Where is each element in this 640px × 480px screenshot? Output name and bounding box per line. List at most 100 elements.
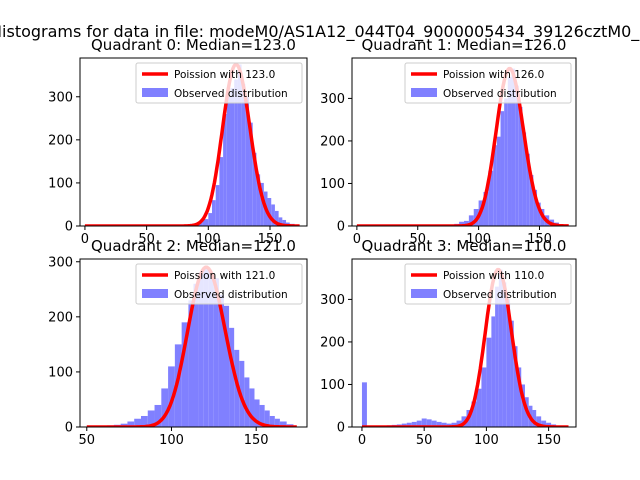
y-tick-label: 100 bbox=[320, 378, 345, 393]
subplot-quadrant-0: 0 50 100 150 0 100 200 300 Quadrant 0: Median=12… bbox=[48, 36, 308, 247]
axes-frame bbox=[351, 258, 577, 428]
histogram-bar bbox=[127, 421, 135, 427]
histogram-bar bbox=[193, 283, 199, 427]
y-tick-label: 300 bbox=[320, 92, 345, 107]
histogram-bar bbox=[406, 422, 412, 427]
x-tick-label: 150 bbox=[258, 232, 283, 247]
subplot-quadrant-1: 0 50 100 150 0 100 200 300 Quadrant 1: Median=12… bbox=[320, 36, 577, 247]
histogram-bar bbox=[431, 420, 437, 427]
legend-bar-swatch bbox=[142, 289, 168, 298]
histogram-bar bbox=[529, 174, 534, 226]
histogram-bar bbox=[223, 305, 230, 427]
legend-bar-swatch bbox=[142, 88, 168, 97]
histogram-bar bbox=[532, 409, 537, 427]
histogram-bar bbox=[361, 382, 367, 427]
legend-label-observed: Observed distribution bbox=[443, 289, 557, 301]
legend-label-observed: Observed distribution bbox=[174, 88, 288, 100]
histogram-bar bbox=[511, 68, 516, 226]
histogram-bar bbox=[134, 418, 141, 427]
legend: Poission with 121.0 Observed distribution bbox=[135, 263, 303, 305]
histogram-bar bbox=[483, 191, 489, 226]
histogram-bar bbox=[441, 422, 447, 427]
subplot-quadrant-2: 50 100 150 0 100 200 300 Quadrant 2: Median=121… bbox=[48, 237, 308, 448]
histogram-bar bbox=[522, 132, 527, 226]
x-tick-label: 100 bbox=[466, 232, 491, 247]
histogram-bar bbox=[213, 278, 219, 427]
histogram-bar bbox=[513, 346, 518, 427]
y-tick-label: 100 bbox=[48, 365, 73, 380]
subplot-title: Quadrant 3: Median=110.0 bbox=[362, 237, 567, 255]
histogram-bar bbox=[493, 145, 497, 226]
histogram-bar bbox=[271, 204, 275, 226]
histogram-bar bbox=[226, 96, 231, 226]
x-tick-label: 50 bbox=[416, 433, 433, 448]
legend: Poission with 123.0 Observed distribution bbox=[135, 62, 303, 104]
axes-frame bbox=[79, 57, 308, 227]
subplot-quadrant-3: 0 50 100 150 0 100 200 300 Quadrant 3: Median=11… bbox=[320, 237, 577, 448]
histogram-bar bbox=[464, 220, 469, 226]
histogram-bar bbox=[245, 96, 250, 226]
histogram-bar bbox=[267, 198, 272, 226]
histogram-bar bbox=[212, 200, 216, 226]
histogram-bar bbox=[230, 88, 235, 226]
poisson-curve bbox=[361, 267, 570, 427]
histogram-bar bbox=[546, 422, 552, 427]
x-tick-label: 0 bbox=[81, 232, 89, 247]
histogram-bar bbox=[260, 182, 264, 226]
histogram-bar bbox=[256, 174, 261, 226]
histogram-bar bbox=[198, 272, 204, 427]
legend-box bbox=[404, 263, 572, 305]
y-tick-label: 200 bbox=[48, 310, 73, 325]
histogram-bar bbox=[491, 316, 496, 427]
legend: Poission with 126.0 Observed distribution bbox=[404, 62, 572, 104]
histogram-bar bbox=[537, 202, 541, 226]
histogram-bar bbox=[526, 153, 530, 226]
y-tick-label: 300 bbox=[320, 293, 345, 308]
axes-frame bbox=[351, 57, 577, 227]
histogram-bar bbox=[521, 384, 525, 427]
x-tick-label: 100 bbox=[159, 433, 184, 448]
histogram-bar bbox=[208, 272, 214, 427]
x-tick-label: 50 bbox=[79, 433, 96, 448]
x-tick-label: 150 bbox=[244, 433, 269, 448]
x-tick-label: 100 bbox=[474, 433, 499, 448]
histogram-bar bbox=[203, 267, 209, 427]
legend-box bbox=[135, 263, 303, 305]
y-tick-label: 0 bbox=[65, 421, 73, 436]
histogram-bar bbox=[269, 415, 275, 427]
subplot-title: Quadrant 0: Median=123.0 bbox=[91, 36, 296, 54]
x-tick-label: 150 bbox=[527, 232, 552, 247]
histogram-bar bbox=[459, 221, 464, 226]
histogram-bar bbox=[140, 415, 148, 427]
legend-label-poisson: Poission with 123.0 bbox=[174, 69, 275, 81]
legend-label-observed: Observed distribution bbox=[174, 289, 288, 301]
axes-frame bbox=[79, 258, 308, 428]
histogram-bar bbox=[471, 401, 477, 427]
histogram-bar bbox=[234, 79, 238, 226]
legend-label-observed: Observed distribution bbox=[443, 88, 557, 100]
histogram-bar bbox=[517, 367, 522, 427]
subplot-title: Quadrant 1: Median=126.0 bbox=[362, 36, 567, 54]
histogram-bar bbox=[504, 98, 508, 226]
histogram-bar bbox=[249, 122, 253, 226]
y-tick-label: 0 bbox=[65, 220, 73, 235]
histogram-bar bbox=[147, 410, 155, 427]
histogram-bar bbox=[254, 399, 260, 427]
legend-label-poisson: Poission with 121.0 bbox=[174, 270, 275, 282]
y-tick-label: 0 bbox=[337, 421, 345, 436]
histogram-bar bbox=[451, 422, 457, 427]
y-tick-label: 200 bbox=[320, 335, 345, 350]
y-tick-label: 300 bbox=[48, 255, 73, 270]
histogram-bar bbox=[481, 367, 487, 427]
histogram-bar bbox=[421, 418, 427, 427]
histogram-bar bbox=[215, 185, 220, 226]
legend-box bbox=[135, 62, 303, 104]
histogram-bar bbox=[518, 106, 523, 226]
histogram-bar bbox=[218, 294, 224, 427]
histogram-bar bbox=[536, 416, 542, 427]
histogram-bar bbox=[219, 157, 224, 226]
histogram-bar bbox=[500, 111, 505, 226]
legend-label-poisson: Poission with 126.0 bbox=[443, 69, 544, 81]
histogram-bar bbox=[515, 85, 519, 226]
